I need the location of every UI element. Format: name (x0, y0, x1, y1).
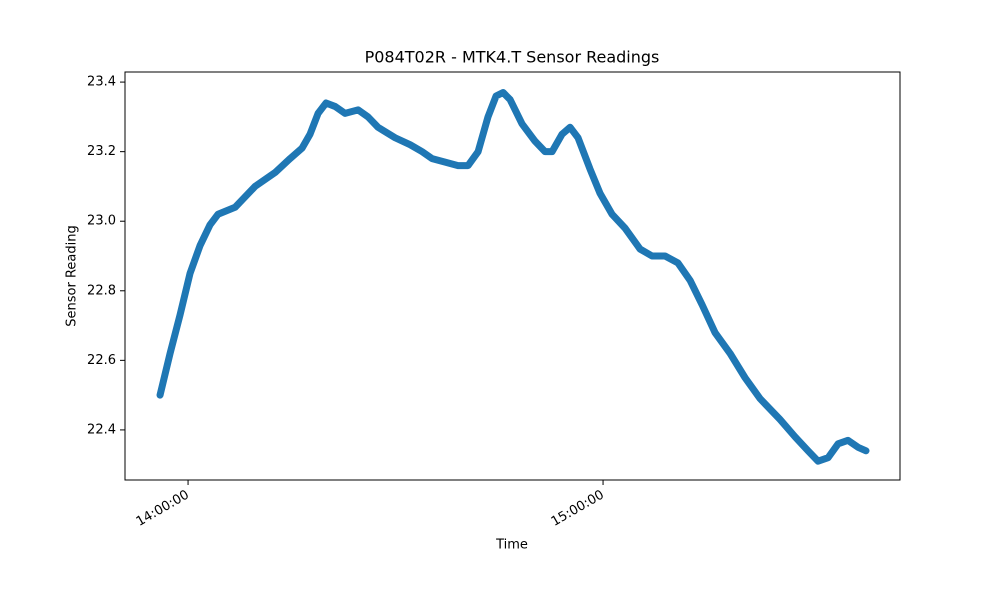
y-axis-label: Sensor Reading (65, 225, 80, 326)
data-line (156, 89, 870, 465)
y-tick-label: 22.6 (87, 353, 116, 368)
x-axis-label: Time (495, 538, 528, 553)
y-tick-label: 22.4 (87, 422, 116, 437)
chart-title: P084T02R - MTK4.T Sensor Readings (365, 48, 660, 67)
plot-frame (124, 71, 901, 481)
y-tick-label: 23.2 (87, 144, 116, 159)
y-tick-label: 23.4 (87, 75, 116, 90)
y-tick-label: 22.8 (87, 283, 116, 298)
y-tick-label: 23.0 (87, 214, 116, 229)
